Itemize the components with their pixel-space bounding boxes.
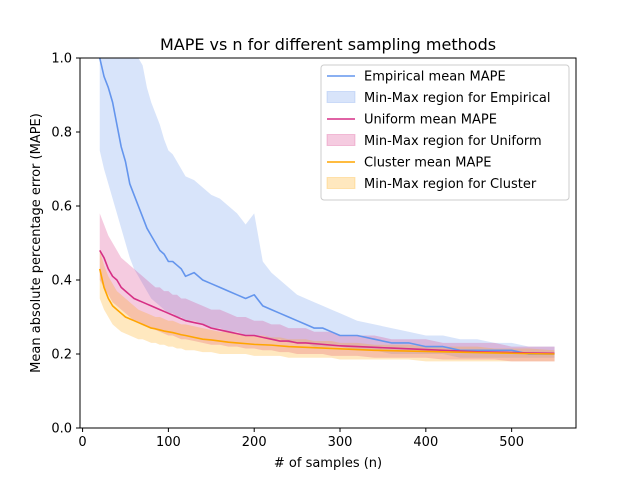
legend-box — [320, 64, 570, 201]
uniform-mean-mape-line — [99, 249, 555, 355]
cluster-mean-mape-line — [98, 268, 555, 355]
axes: 0 100 200 300 400 500 0.0 0.2 0.4 0.6 0.8 1.0 — [51, 52, 577, 450]
line-layer — [98, 58, 555, 355]
empirical-mean-mape-line — [98, 58, 555, 355]
y-tick-label: 0.2 — [51, 348, 72, 363]
y-tick-label: 0.4 — [51, 274, 72, 289]
y-tick-label: 0.8 — [51, 126, 72, 141]
y-tick-label: 1.0 — [51, 52, 72, 67]
x-tick-label: 100 — [156, 435, 181, 450]
y-tick-label: 0.0 — [51, 422, 72, 437]
x-tick-label: 300 — [328, 435, 353, 450]
legend-swatch-band — [326, 134, 356, 146]
x-tick-label: 200 — [242, 435, 267, 450]
legend-label: Min-Max region for Uniform — [364, 134, 542, 149]
y-axis-label: Mean absolute percentage error (MAPE) — [29, 113, 44, 373]
legend-label: Min-Max region for Empirical — [364, 91, 550, 106]
legend-label: Empirical mean MAPE — [364, 70, 506, 85]
x-axis-label: # of samples (n) — [274, 456, 382, 471]
x-tick-label: 0 — [78, 435, 86, 450]
min-max-region-for-cluster-band — [99, 250, 555, 362]
chart-title: MAPE vs n for different sampling methods — [160, 35, 496, 54]
plot-frame — [79, 57, 577, 429]
legend-label: Cluster mean MAPE — [364, 156, 491, 171]
legend-swatch-band — [326, 177, 356, 189]
x-tick-label: 500 — [499, 435, 524, 450]
y-tick-label: 0.6 — [51, 200, 72, 215]
x-tick-label: 400 — [413, 435, 438, 450]
legend-label: Uniform mean MAPE — [364, 113, 497, 128]
legend-swatch-band — [326, 91, 356, 103]
min-max-region-for-uniform-band — [99, 213, 555, 362]
legend: Empirical mean MAPE Min-Max region for Em… — [320, 64, 570, 201]
band-layer — [99, 58, 555, 362]
legend-label: Min-Max region for Cluster — [364, 177, 537, 192]
min-max-region-for-empirical-band — [99, 58, 555, 358]
